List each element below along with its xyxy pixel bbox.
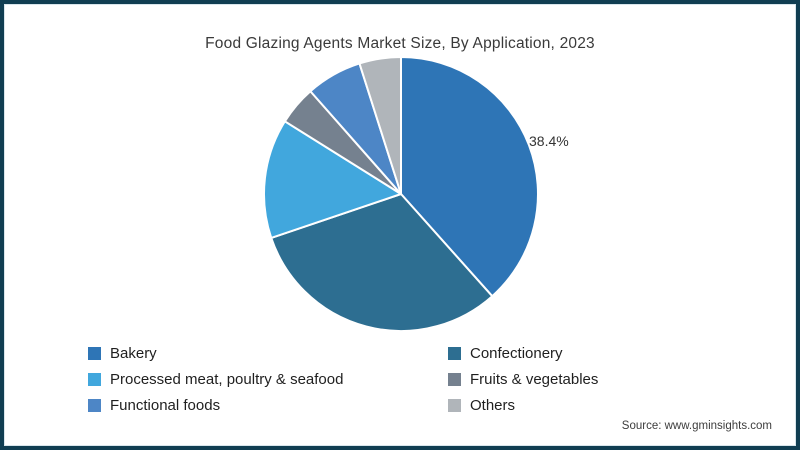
legend-swatch-others — [448, 398, 461, 412]
legend-swatch-fruits-vegetables — [448, 372, 461, 386]
pie-slice-bakery — [400, 56, 539, 298]
legend-swatch-confectionery — [448, 346, 461, 360]
legend-label-confectionery: Confectionery — [470, 344, 563, 362]
bakery-data-label: 38.4% — [529, 133, 569, 149]
legend-item-functional-foods: Functional foods — [88, 397, 448, 414]
legend-item-confectionery: Confectionery — [448, 344, 796, 362]
legend-item-processed-meat: Processed meat, poultry & seafood — [88, 371, 448, 388]
legend-label-processed-meat: Processed meat, poultry & seafood — [110, 370, 344, 388]
legend-item-fruits-vegetables: Fruits & vegetables — [448, 370, 796, 388]
legend-label-fruits-vegetables: Fruits & vegetables — [470, 370, 599, 388]
legend-item-bakery: Bakery — [88, 345, 448, 362]
legend-label-functional-foods: Functional foods — [110, 396, 221, 414]
legend-swatch-processed-meat — [88, 372, 101, 386]
source-attribution: Source: www.gminsights.com — [621, 420, 772, 432]
pie-slice-processed-meat-poultry-seafood — [263, 120, 402, 239]
legend: Bakery Processed meat, poultry & seafood… — [88, 340, 796, 418]
pie-chart — [263, 56, 539, 332]
pie-slice-others — [358, 56, 402, 195]
chart-title: Food Glazing Agents Market Size, By Appl… — [205, 35, 595, 52]
legend-label-bakery: Bakery — [110, 344, 157, 362]
legend-item-others: Others — [448, 396, 796, 414]
legend-swatch-bakery — [88, 346, 101, 360]
legend-label-others: Others — [470, 396, 516, 414]
pie-slice-confectionery — [270, 193, 494, 332]
legend-swatch-functional-foods — [88, 398, 101, 412]
